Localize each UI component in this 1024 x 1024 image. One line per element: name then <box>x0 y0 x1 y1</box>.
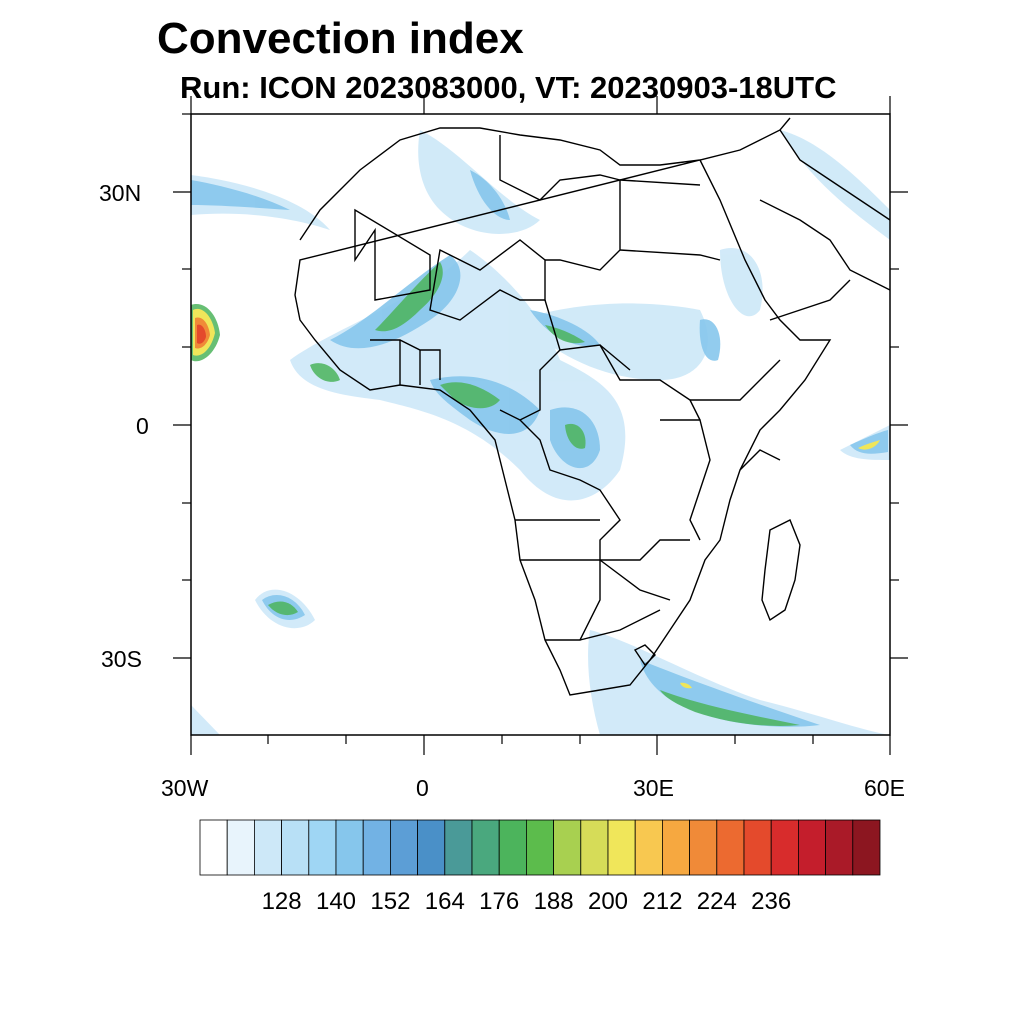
colorbar-tick-label: 236 <box>751 888 792 915</box>
colorbar-swatch <box>526 819 555 876</box>
colorbar-tick-label: 152 <box>370 888 411 915</box>
colorbar-swatch <box>607 819 636 876</box>
colorbar-tick-label: 128 <box>261 888 302 915</box>
colorbar-tick-label: 176 <box>479 888 520 915</box>
colorbar-swatch <box>226 819 255 876</box>
colorbar-tick-label: 164 <box>424 888 465 915</box>
colorbar-swatch <box>634 819 663 876</box>
colorbar-swatch <box>362 819 391 876</box>
colorbar-swatch <box>770 819 799 876</box>
lon-label-30w: 30W <box>161 775 209 801</box>
colorbar-swatch <box>389 819 418 876</box>
colorbar-tick-label: 188 <box>533 888 574 915</box>
convection-field <box>191 130 890 735</box>
lon-label-60e: 60E <box>864 775 905 801</box>
chart-title: Convection index <box>157 14 524 63</box>
colorbar-swatch <box>716 819 745 876</box>
colorbar-swatch <box>417 819 446 876</box>
colorbar-swatch <box>580 819 609 876</box>
axis-ticks <box>173 96 908 755</box>
lat-label-0: 0 <box>136 413 149 439</box>
lat-label-30s: 30S <box>101 646 142 672</box>
colorbar-swatch <box>825 819 854 876</box>
colorbar-tick-label: 224 <box>696 888 737 915</box>
lon-label-30e: 30E <box>633 775 674 801</box>
coastlines <box>294 117 890 696</box>
colorbar-tick-label: 140 <box>315 888 357 915</box>
lon-label-0: 0 <box>416 775 429 801</box>
colorbar-swatch <box>852 819 881 876</box>
colorbar-swatch <box>199 819 228 876</box>
colorbar-swatch <box>335 819 364 876</box>
colorbar-tick-label: 200 <box>587 888 629 915</box>
colorbar-swatch <box>498 819 527 876</box>
colorbar-swatch <box>743 819 772 876</box>
colorbar-swatch <box>444 819 473 876</box>
colorbar-swatch <box>471 819 500 876</box>
colorbar <box>199 819 881 876</box>
colorbar-swatch <box>253 819 282 876</box>
colorbar-swatch <box>689 819 718 876</box>
chart-subtitle: Run: ICON 2023083000, VT: 20230903-18UTC <box>180 70 837 105</box>
colorbar-swatch <box>553 819 582 876</box>
colorbar-swatch <box>798 819 827 876</box>
colorbar-swatch <box>308 819 337 876</box>
lat-label-30n: 30N <box>99 180 142 206</box>
colorbar-swatch <box>662 819 691 876</box>
colorbar-swatch <box>281 819 310 876</box>
colorbar-tick-label: 212 <box>642 888 683 915</box>
